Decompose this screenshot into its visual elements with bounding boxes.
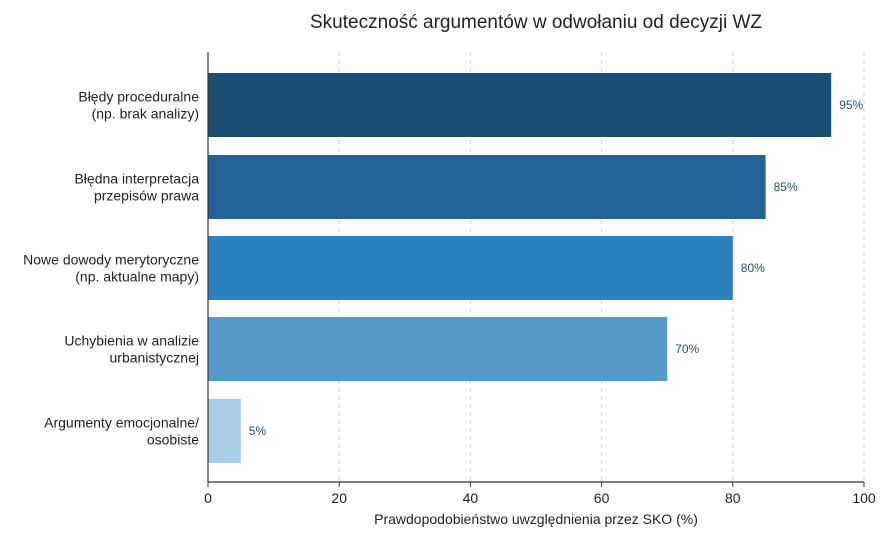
x-axis-title: Prawdopodobieństwo uwzględnienia przez S… bbox=[374, 511, 698, 527]
category-label: Nowe dowody merytoryczne bbox=[23, 252, 199, 268]
x-tick-label: 20 bbox=[331, 490, 347, 506]
value-labels: 95% 85% 80% 70% 5% bbox=[249, 98, 864, 438]
category-label: Argumenty emocjonalne/ bbox=[44, 415, 199, 431]
category-label: przepisów prawa bbox=[94, 188, 199, 204]
x-tick-label: 100 bbox=[852, 490, 876, 506]
value-label: 80% bbox=[741, 261, 765, 275]
axes: 0 20 40 60 80 100 bbox=[204, 52, 876, 506]
bar bbox=[208, 155, 766, 219]
bar bbox=[208, 399, 241, 463]
category-label: osobiste bbox=[147, 432, 199, 448]
category-label: Błędy proceduralne bbox=[78, 89, 199, 105]
x-tick-label: 80 bbox=[725, 490, 741, 506]
x-tick-label: 60 bbox=[594, 490, 610, 506]
value-label: 95% bbox=[839, 98, 863, 112]
category-label: Błędna interpretacja bbox=[74, 171, 199, 187]
category-label: urbanistycznej bbox=[110, 350, 200, 366]
bar bbox=[208, 317, 668, 381]
category-label: Uchybienia w analizie bbox=[64, 333, 199, 349]
bars bbox=[208, 73, 832, 463]
category-label: (np. brak analizy) bbox=[92, 106, 199, 122]
value-label: 85% bbox=[774, 180, 798, 194]
chart-title: Skuteczność argumentów w odwołaniu od de… bbox=[310, 12, 762, 33]
x-tick-label: 40 bbox=[463, 490, 479, 506]
value-label: 70% bbox=[675, 342, 699, 356]
bar bbox=[208, 236, 733, 300]
category-labels: Błędy proceduralne(np. brak analizy) Błęd… bbox=[23, 89, 199, 448]
bar bbox=[208, 73, 832, 137]
value-label: 5% bbox=[249, 424, 267, 438]
x-tick-label: 0 bbox=[204, 490, 212, 506]
category-label: (np. aktualne mapy) bbox=[75, 269, 199, 285]
